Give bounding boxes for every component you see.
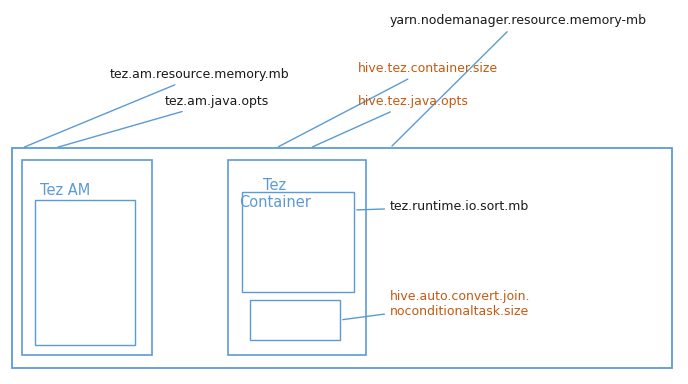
- Text: tez.am.java.opts: tez.am.java.opts: [58, 95, 269, 147]
- Bar: [12, 148, 672, 368]
- Bar: [250, 300, 340, 340]
- Bar: [35, 200, 135, 345]
- Text: Tez
Container: Tez Container: [239, 178, 311, 210]
- Text: hive.auto.convert.join.
noconditionaltask.size: hive.auto.convert.join. noconditionaltas…: [343, 290, 530, 319]
- Bar: [228, 160, 366, 355]
- Bar: [242, 192, 354, 292]
- Text: tez.am.resource.memory.mb: tez.am.resource.memory.mb: [25, 68, 290, 147]
- Text: hive.tez.java.opts: hive.tez.java.opts: [312, 95, 469, 147]
- Text: yarn.nodemanager.resource.memory-mb: yarn.nodemanager.resource.memory-mb: [390, 14, 647, 146]
- Text: tez.runtime.io.sort.mb: tez.runtime.io.sort.mb: [357, 200, 529, 213]
- Text: hive.tez.container.size: hive.tez.container.size: [279, 62, 498, 147]
- Bar: [22, 160, 152, 355]
- Text: Tez AM: Tez AM: [40, 183, 90, 198]
